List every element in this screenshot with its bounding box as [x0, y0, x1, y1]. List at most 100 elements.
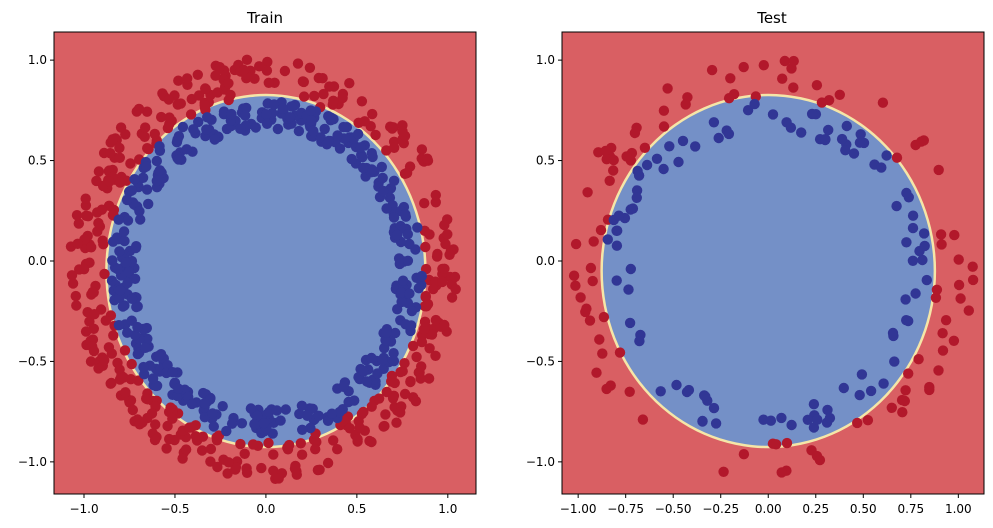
train-point-class-0 — [70, 290, 82, 302]
train-point-class-1 — [397, 275, 409, 286]
train-point-class-0 — [249, 73, 260, 84]
test-point-class-1 — [623, 284, 634, 295]
test-point-class-0 — [568, 270, 580, 281]
train-point-class-1 — [118, 226, 130, 237]
train-point-class-0 — [344, 78, 355, 89]
test-point-class-1 — [848, 148, 860, 159]
train-point-class-1 — [186, 398, 198, 410]
train-point-class-0 — [115, 122, 127, 133]
train-point-class-0 — [442, 229, 453, 240]
train-point-class-1 — [406, 320, 417, 331]
test-point-class-1 — [855, 129, 866, 140]
train-point-class-1 — [381, 327, 392, 338]
test-point-class-1 — [655, 386, 666, 397]
train-point-class-0 — [282, 444, 294, 455]
train-point-class-1 — [284, 112, 296, 123]
train-point-class-0 — [387, 123, 398, 134]
train-point-class-0 — [322, 457, 334, 469]
train-point-class-0 — [444, 249, 455, 260]
train-y-tick-label: 0.5 — [28, 154, 47, 168]
test-y-tick-label: −1.0 — [526, 455, 555, 469]
test-point-class-1 — [700, 391, 711, 402]
train-point-class-0 — [225, 89, 236, 101]
train-point-class-0 — [419, 316, 431, 327]
train-point-class-1 — [280, 404, 291, 415]
train-point-class-0 — [97, 235, 108, 246]
test-point-class-0 — [601, 383, 612, 395]
train-point-class-0 — [99, 268, 110, 280]
train-point-class-1 — [241, 102, 252, 114]
train-point-class-0 — [104, 176, 115, 187]
test-point-class-1 — [611, 240, 623, 251]
train-point-class-0 — [238, 64, 249, 76]
train-point-class-1 — [147, 373, 159, 384]
train-point-class-0 — [399, 168, 411, 179]
train-point-class-0 — [247, 439, 259, 450]
train-point-class-0 — [279, 65, 291, 77]
test-point-class-1 — [910, 288, 921, 299]
train-point-class-1 — [381, 203, 392, 214]
train-point-class-0 — [88, 345, 100, 357]
test-point-class-0 — [597, 348, 608, 359]
test-point-class-1 — [765, 415, 777, 426]
train-point-class-0 — [235, 438, 246, 450]
train-point-class-1 — [177, 121, 189, 133]
train-point-class-1 — [275, 415, 286, 426]
train-point-class-1 — [379, 342, 390, 354]
train-point-class-1 — [372, 368, 383, 379]
test-point-class-1 — [836, 133, 848, 145]
test-point-class-1 — [881, 150, 892, 161]
train-point-class-0 — [86, 242, 97, 253]
test-point-class-1 — [854, 137, 866, 148]
train-point-class-0 — [133, 103, 145, 115]
test-point-class-0 — [614, 347, 626, 358]
train-point-class-1 — [261, 118, 273, 129]
test-point-class-0 — [897, 407, 908, 418]
train-point-class-0 — [439, 263, 450, 274]
test-point-class-0 — [900, 385, 911, 396]
train-point-class-0 — [108, 330, 119, 341]
train-point-class-0 — [423, 373, 435, 384]
train-point-class-0 — [420, 290, 431, 302]
train-point-class-0 — [395, 407, 406, 418]
test-point-class-1 — [840, 145, 851, 156]
train-point-class-0 — [387, 393, 399, 404]
train-point-class-0 — [254, 61, 265, 72]
test-point-class-1 — [742, 105, 754, 116]
test-point-class-1 — [900, 294, 911, 305]
test-point-class-0 — [718, 466, 729, 477]
test-point-class-1 — [812, 414, 823, 425]
train-point-class-0 — [211, 432, 222, 443]
train-point-class-0 — [71, 210, 83, 221]
train-point-class-0 — [100, 315, 112, 326]
test-x-tick-label: −0.75 — [607, 502, 644, 516]
train-point-class-1 — [305, 105, 316, 116]
train-point-class-0 — [73, 218, 85, 229]
train-point-class-0 — [399, 358, 410, 369]
train-point-class-0 — [165, 402, 176, 413]
train-point-class-1 — [406, 305, 418, 317]
train-point-class-0 — [424, 229, 435, 240]
test-point-class-1 — [681, 386, 693, 398]
test-point-class-1 — [697, 415, 708, 427]
train-point-class-1 — [126, 293, 138, 304]
train-point-class-0 — [89, 309, 100, 320]
test-point-class-0 — [662, 83, 673, 94]
test-point-class-0 — [814, 454, 826, 466]
train-point-class-1 — [123, 266, 135, 278]
test-point-class-0 — [891, 152, 903, 163]
train-point-class-1 — [366, 148, 377, 159]
train-point-class-1 — [392, 229, 403, 241]
test-point-class-1 — [776, 412, 787, 424]
test-point-class-0 — [903, 368, 914, 379]
test-point-class-1 — [708, 117, 720, 128]
train-point-class-1 — [297, 424, 308, 435]
train-point-class-0 — [298, 91, 310, 102]
train-point-class-0 — [239, 448, 250, 459]
test-point-class-0 — [935, 229, 947, 240]
train-point-class-1 — [112, 263, 123, 275]
train-point-class-0 — [119, 345, 131, 356]
test-x-tick-label: −0.50 — [655, 502, 692, 516]
test-y-tick-label: −0.5 — [526, 354, 555, 368]
train-axes-frame — [53, 31, 477, 495]
